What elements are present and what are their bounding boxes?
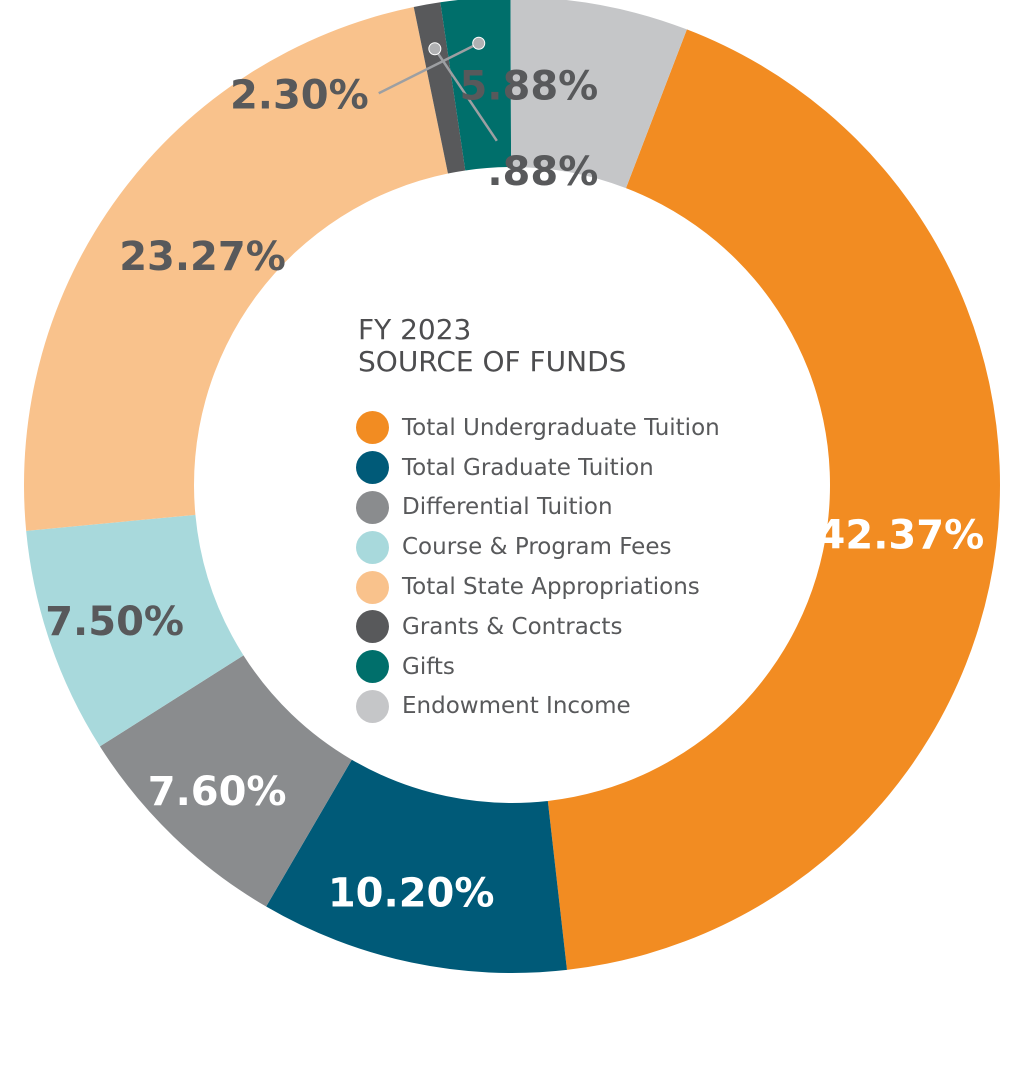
chart-legend: Total Undergraduate Tuition Total Graduat…: [356, 408, 720, 726]
slice-total-undergraduate-tuition: [547, 29, 1000, 970]
data-label-differential-tuition: 7.60%: [148, 769, 287, 815]
legend-swatch: [356, 411, 389, 445]
slice-grants-and-contracts: [413, 2, 466, 174]
legend-label: Total Undergraduate Tuition: [402, 414, 720, 441]
data-label-endowment-income: 5.88%: [459, 63, 598, 109]
chart-subtitle: SOURCE OF FUNDS: [358, 345, 627, 378]
data-label-total-undergraduate-tuition: 42.37%: [818, 513, 985, 559]
slice-gifts: [440, 0, 512, 171]
legend-label: Differential Tuition: [402, 494, 613, 521]
legend-label: Endowment Income: [402, 693, 631, 720]
legend-label: Course & Program Fees: [402, 534, 672, 561]
slice-total-state-appropriations: [24, 6, 448, 531]
data-label-grants-and-contracts: .88%: [487, 149, 598, 195]
legend-item-grants-and-contracts: Grants & Contracts: [356, 607, 720, 647]
chart-title-block: FY 2023 SOURCE OF FUNDS: [358, 314, 626, 378]
legend-label: Total State Appropriations: [402, 574, 700, 601]
legend-item-endowment-income: Endowment Income: [356, 687, 720, 727]
legend-item-course-and-program-fees: Course & Program Fees: [356, 527, 720, 567]
data-label-total-graduate-tuition: 10.20%: [328, 871, 495, 917]
legend-swatch: [356, 610, 389, 644]
legend-swatch: [356, 570, 389, 604]
data-label-total-state-appropriations: 23.27%: [119, 234, 286, 280]
callout-dot-gifts: [472, 36, 486, 50]
legend-swatch: [356, 490, 389, 524]
slice-differential-tuition: [99, 655, 352, 907]
data-label-course-and-program-fees: 7.50%: [45, 599, 184, 645]
legend-label: Total Graduate Tuition: [402, 454, 654, 481]
legend-label: Grants & Contracts: [402, 613, 623, 640]
legend-swatch: [356, 451, 389, 485]
legend-swatch: [356, 650, 389, 684]
legend-swatch: [356, 689, 389, 723]
callout-line-gifts: [378, 42, 480, 95]
callout-dot-grants-and-contracts: [428, 42, 442, 56]
legend-item-differential-tuition: Differential Tuition: [356, 488, 720, 528]
slice-endowment-income: [510, 0, 687, 189]
legend-item-total-graduate-tuition: Total Graduate Tuition: [356, 448, 720, 488]
chart-title: FY 2023: [358, 313, 472, 346]
callout-line-grants-and-contracts: [433, 48, 498, 142]
legend-item-total-undergraduate-tuition: Total Undergraduate Tuition: [356, 408, 720, 448]
legend-item-gifts: Gifts: [356, 647, 720, 687]
slice-course-and-program-fees: [26, 514, 244, 747]
slice-total-graduate-tuition: [266, 759, 567, 973]
legend-label: Gifts: [402, 653, 455, 680]
legend-item-total-state-appropriations: Total State Appropriations: [356, 567, 720, 607]
data-label-gifts: 2.30%: [230, 72, 369, 118]
legend-swatch: [356, 530, 389, 564]
